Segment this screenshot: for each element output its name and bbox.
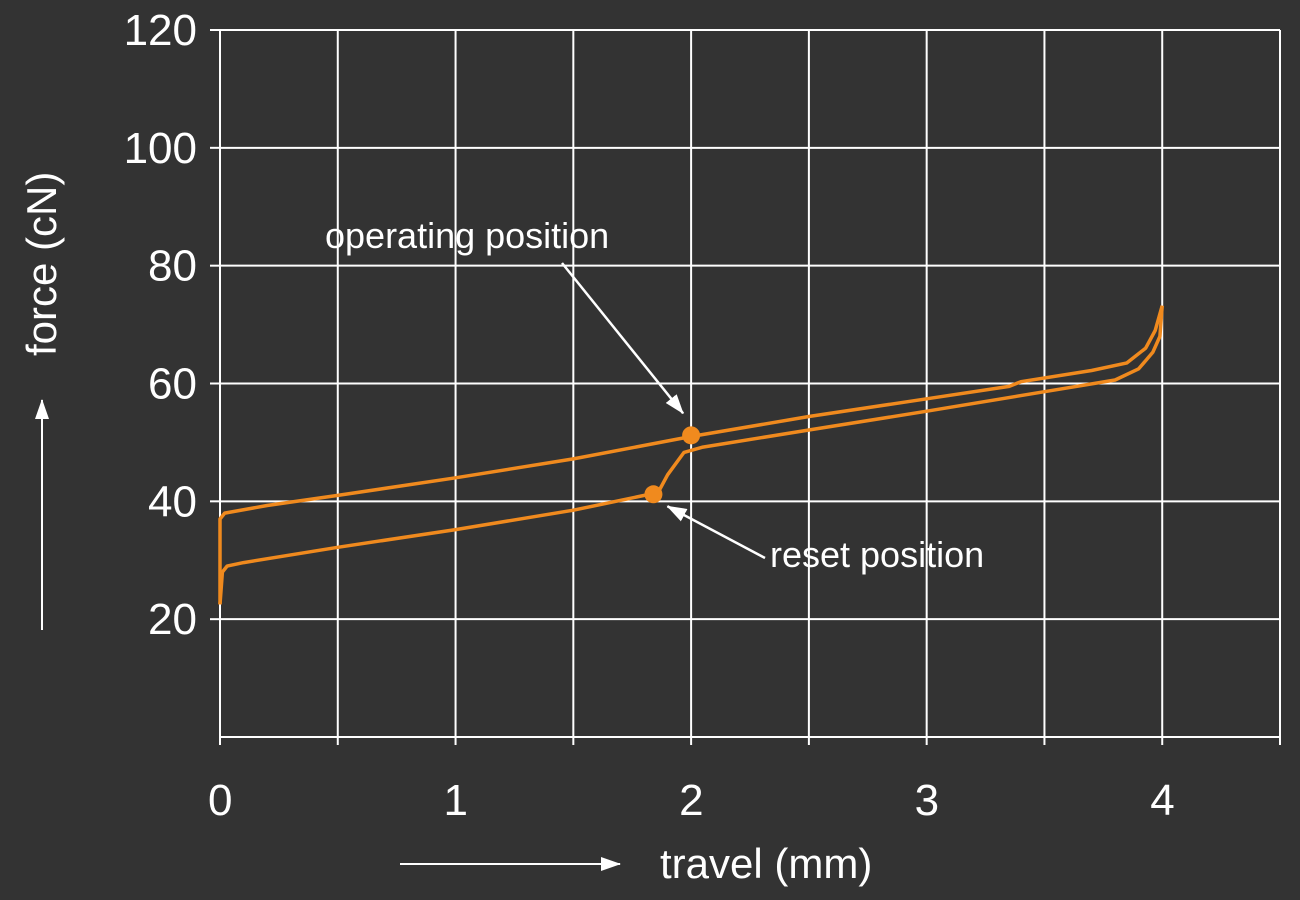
y-axis-title: force (cN): [18, 172, 65, 356]
operating-point: [682, 426, 701, 445]
x-tick-label: 2: [679, 776, 703, 825]
reset-annotation: reset position: [770, 534, 984, 575]
y-tick-label: 100: [124, 124, 197, 173]
tick-label-layer: 0 1 2 3 4 20 40 60 80 100 120: [124, 6, 1175, 825]
y-tick-label: 20: [148, 595, 197, 644]
reset-point: [644, 485, 663, 504]
y-tick-label: 80: [148, 242, 197, 291]
y-tick-label: 120: [124, 6, 197, 55]
x-tick-label: 0: [208, 776, 232, 825]
series-line: [218, 305, 1164, 605]
operating-annotation: operating position: [325, 215, 609, 256]
grid: [210, 29, 1281, 745]
reset-leader-arrow: [666, 505, 766, 560]
x-tick-label: 4: [1150, 776, 1174, 825]
series-line: [218, 305, 1164, 605]
y-tick-label: 40: [148, 477, 197, 526]
x-tick-label: 1: [444, 776, 468, 825]
operating-leader-arrow: [561, 262, 685, 415]
x-tick-label: 3: [915, 776, 939, 825]
curve-layer: [218, 305, 1164, 605]
annotation-layer: operating position reset position: [325, 215, 984, 575]
y-tick-label: 60: [148, 360, 197, 409]
x-axis-title: travel (mm): [660, 840, 872, 887]
